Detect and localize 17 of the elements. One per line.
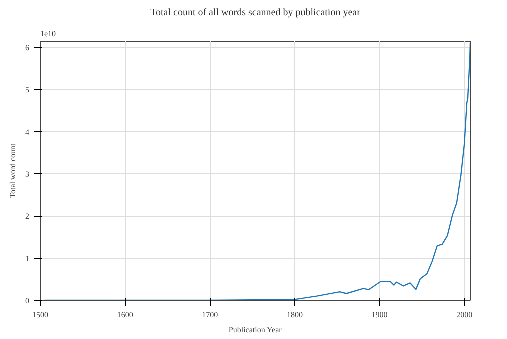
y-tick-label: 3 [26,170,30,179]
x-tick-label: 1900 [372,310,388,320]
y-tick-label: 5 [26,86,30,95]
chart-title: Total count of all words scanned by publication year [150,8,362,18]
y-tick-label: 1 [26,254,30,264]
y-axis-title: Total word count [8,142,18,198]
x-tick-label: 1700 [202,310,218,320]
y-tick-label: 0 [26,296,30,306]
x-tick-label: 1800 [286,310,303,320]
y-tick-label: 6 [26,43,30,52]
x-tick-label: 2000 [456,310,473,320]
x-tick-label: 1600 [117,310,134,320]
y-tick-label: 2 [26,212,30,222]
text: 1e10 [40,30,56,38]
x-axis-title: Publication Year [228,326,282,334]
x-tick-label: 1500 [32,310,48,320]
y-tick-label: 4 [26,128,30,137]
